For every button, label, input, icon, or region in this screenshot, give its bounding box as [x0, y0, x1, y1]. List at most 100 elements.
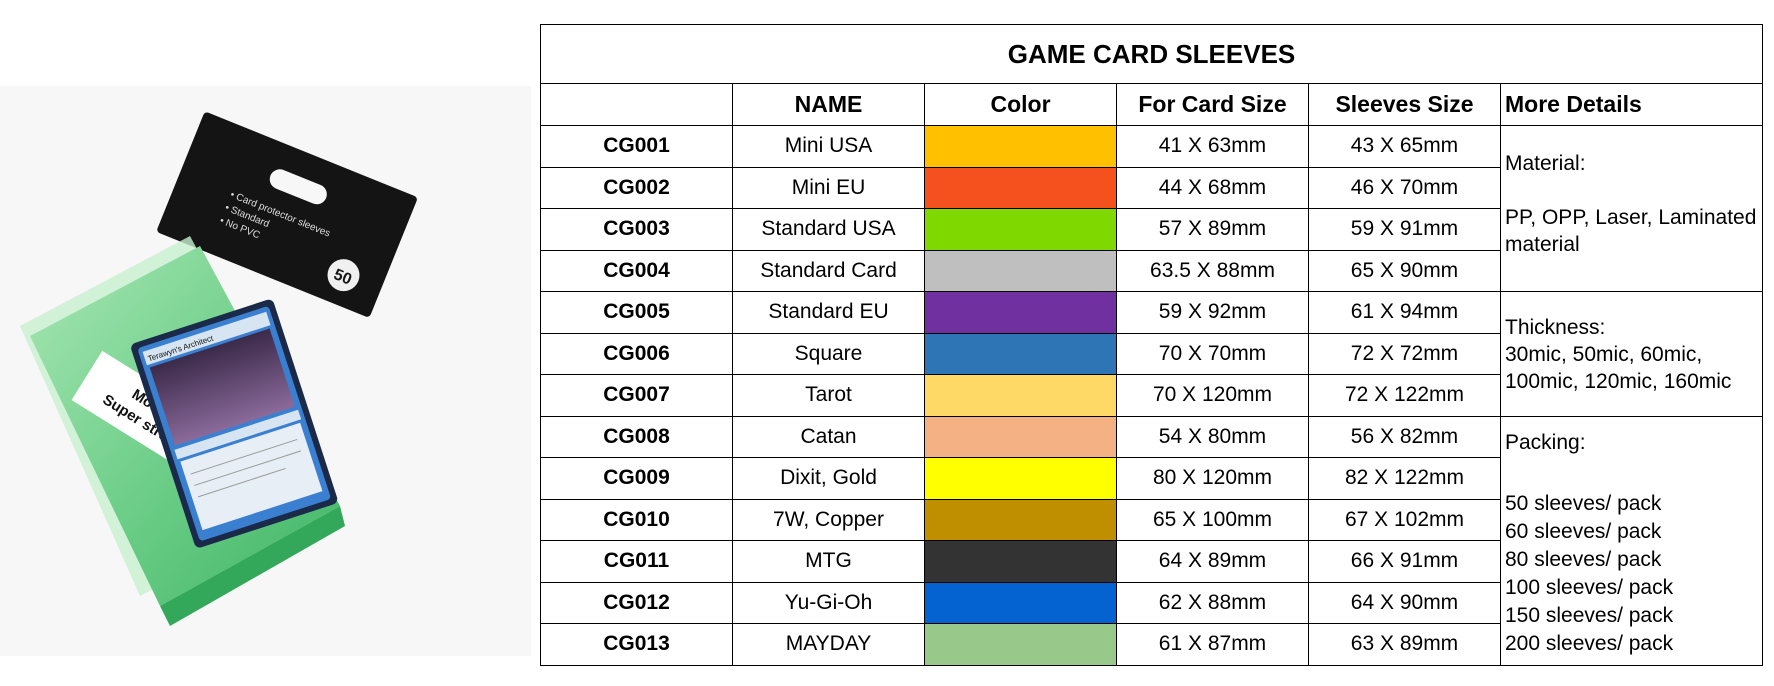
- table-row: CG002 Mini EU 44 X 68mm 46 X 70mm: [540, 166, 1763, 209]
- name-cell: 7W, Copper: [732, 498, 925, 541]
- header-color: Color: [924, 83, 1117, 126]
- name-cell: Standard USA: [732, 208, 925, 251]
- table-title: GAME CARD SLEEVES: [539, 24, 1764, 84]
- card-size-cell: 59 X 92mm: [1116, 291, 1309, 334]
- packing-label: Packing:: [1505, 430, 1586, 454]
- card-size-cell: 70 X 70mm: [1116, 332, 1309, 375]
- header-sleeve-size: Sleeves Size: [1308, 83, 1501, 126]
- name-cell: Standard EU: [732, 291, 925, 334]
- color-cell: [924, 249, 1117, 292]
- sleeve-size-cell: 63 X 89mm: [1308, 623, 1501, 666]
- card-size-cell: 64 X 89mm: [1116, 540, 1309, 583]
- thickness-label: Thickness:: [1505, 316, 1606, 339]
- color-swatch: [925, 541, 1116, 582]
- packing-option: 200 sleeves/ pack: [1505, 631, 1674, 655]
- sleeve-size-cell: 67 X 102mm: [1308, 498, 1501, 541]
- name-cell: Dixit, Gold: [732, 457, 925, 500]
- sleeve-size-cell: 65 X 90mm: [1308, 249, 1501, 292]
- code-cell: CG001: [540, 125, 733, 168]
- thickness-details: Thickness: 30mic, 50mic, 60mic, 100mic, 1…: [1499, 291, 1764, 417]
- name-cell: Catan: [732, 415, 925, 458]
- card-size-cell: 80 X 120mm: [1116, 457, 1309, 500]
- card-size-cell: 44 X 68mm: [1116, 166, 1309, 209]
- sleeve-size-cell: 56 X 82mm: [1308, 415, 1501, 458]
- color-swatch: [925, 458, 1116, 499]
- sleeve-size-cell: 82 X 122mm: [1308, 457, 1501, 500]
- packing-option: 60 sleeves/ pack: [1505, 519, 1662, 543]
- code-cell: CG008: [540, 415, 733, 458]
- color-swatch: [925, 333, 1116, 374]
- game-card: Terawyn's Architect: [131, 299, 338, 548]
- table-body: CG001 Mini USA 41 X 63mm 43 X 65mm Material:…: [540, 125, 1764, 666]
- header-card-size: For Card Size: [1116, 83, 1309, 126]
- color-swatch: [925, 375, 1116, 416]
- table-row: CG003 Standard USA 57 X 89mm 59 X 91mm: [540, 208, 1763, 251]
- packing-option: 50 sleeves/ pack: [1505, 491, 1662, 515]
- table-row: CG007 Tarot 70 X 120mm 72 X 122mm: [540, 374, 1763, 417]
- packing-option: 100 sleeves/ pack: [1505, 575, 1674, 599]
- code-cell: CG013: [540, 623, 733, 666]
- table-row: CG006 Square 70 X 70mm 72 X 72mm: [540, 332, 1763, 375]
- table-row: CG011 MTG 64 X 89mm 66 X 91mm: [540, 540, 1763, 583]
- spacer: [1505, 456, 1758, 490]
- product-photo: 50 • Card protector sleeves • Standard •…: [0, 86, 531, 656]
- code-cell: CG003: [540, 208, 733, 251]
- color-cell: [924, 208, 1117, 251]
- table-row: CG008 Catan 54 X 80mm 56 X 82mm Packing: 50 s…: [540, 415, 1764, 666]
- color-cell: [924, 581, 1117, 624]
- card-size-cell: 62 X 88mm: [1116, 581, 1309, 624]
- color-swatch: [925, 416, 1116, 457]
- name-cell: MTG: [732, 540, 925, 583]
- header-code: [540, 83, 733, 126]
- header-name: NAME: [732, 83, 925, 126]
- color-cell: [924, 415, 1117, 458]
- table-row: CG004 Standard Card 63.5 X 88mm 65 X 90mm: [540, 249, 1763, 292]
- sleeve-size-cell: 46 X 70mm: [1308, 166, 1501, 209]
- sleeve-size-cell: 66 X 91mm: [1308, 540, 1501, 583]
- sleeve-size-cell: 72 X 122mm: [1308, 374, 1501, 417]
- sleeve-size-cell: 59 X 91mm: [1308, 208, 1501, 251]
- code-cell: CG005: [540, 291, 733, 334]
- table-row: CG009 Dixit, Gold 80 X 120mm 82 X 122mm: [540, 457, 1763, 500]
- table-row: CG012 Yu-Gi-Oh 62 X 88mm 64 X 90mm: [540, 581, 1763, 624]
- header-details: More Details: [1499, 83, 1764, 126]
- sleeve-size-cell: 64 X 90mm: [1308, 581, 1501, 624]
- color-swatch: [925, 624, 1116, 665]
- color-cell: [924, 623, 1117, 666]
- packing-details: Packing: 50 sleeves/ pack 60 sleeves/ pack…: [1499, 415, 1764, 666]
- card-size-cell: 63.5 X 88mm: [1116, 249, 1309, 292]
- card-size-cell: 41 X 63mm: [1116, 125, 1309, 168]
- color-cell: [924, 166, 1117, 209]
- color-swatch: [925, 250, 1116, 291]
- sleeve-size-cell: 61 X 94mm: [1308, 291, 1501, 334]
- name-cell: Square: [732, 332, 925, 375]
- color-cell: [924, 540, 1117, 583]
- table-title-row: GAME CARD SLEEVES: [539, 24, 1764, 84]
- packing-option: 80 sleeves/ pack: [1505, 547, 1662, 571]
- code-cell: CG011: [540, 540, 733, 583]
- color-cell: [924, 498, 1117, 541]
- packing-option: 150 sleeves/ pack: [1505, 603, 1674, 627]
- card-size-cell: 54 X 80mm: [1116, 415, 1309, 458]
- code-cell: CG006: [540, 332, 733, 375]
- color-swatch: [925, 499, 1116, 540]
- thickness-value: 30mic, 50mic, 60mic, 100mic, 120mic, 160…: [1505, 343, 1732, 393]
- material-value: PP, OPP, Laser, Laminated material: [1505, 206, 1757, 256]
- card-size-cell: 70 X 120mm: [1116, 374, 1309, 417]
- color-cell: [924, 457, 1117, 500]
- color-cell: [924, 125, 1117, 168]
- code-cell: CG002: [540, 166, 733, 209]
- name-cell: Tarot: [732, 374, 925, 417]
- code-cell: CG009: [540, 457, 733, 500]
- table-header-row: NAME Color For Card Size Sleeves Size Mo…: [540, 83, 1764, 126]
- color-swatch: [925, 292, 1116, 333]
- material-label: Material:: [1505, 152, 1586, 175]
- color-swatch: [925, 209, 1116, 250]
- package-count: 50: [331, 266, 354, 288]
- color-swatch: [925, 126, 1116, 167]
- table-row: CG013 MAYDAY 61 X 87mm 63 X 89mm: [540, 623, 1763, 666]
- table-row: CG010 7W, Copper 65 X 100mm 67 X 102mm: [540, 498, 1763, 541]
- card-size-cell: 57 X 89mm: [1116, 208, 1309, 251]
- name-cell: Mini USA: [732, 125, 925, 168]
- card-size-cell: 65 X 100mm: [1116, 498, 1309, 541]
